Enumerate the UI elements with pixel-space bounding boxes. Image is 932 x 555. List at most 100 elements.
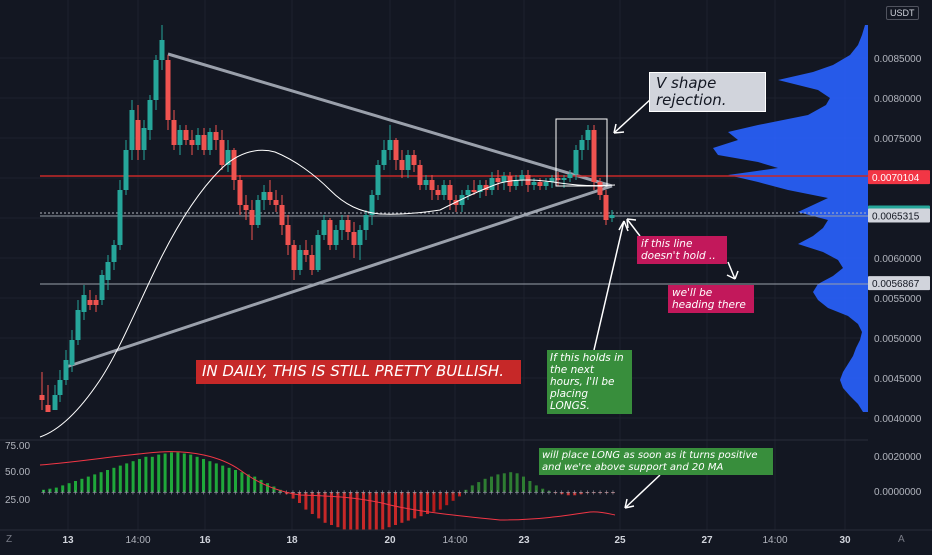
histogram-cross-marker: + xyxy=(303,488,308,497)
candle-body xyxy=(549,178,555,182)
histogram-bar xyxy=(208,461,212,492)
candle-body xyxy=(285,225,291,245)
histogram-bar xyxy=(138,459,141,492)
candle-body xyxy=(483,185,489,190)
candle-body xyxy=(489,178,495,190)
histogram-cross-marker: + xyxy=(259,488,264,497)
histogram-bar xyxy=(227,467,231,492)
histogram-cross-marker: + xyxy=(316,488,321,497)
volume-profile-bar xyxy=(838,260,868,268)
volume-profile-bar xyxy=(758,162,868,168)
volume-profile-bar xyxy=(808,105,868,115)
note-heading-there[interactable]: we'll be heading there xyxy=(668,285,754,314)
note-longs[interactable]: If this holds in the next hours, I'll be… xyxy=(547,350,632,415)
histogram-cross-marker: + xyxy=(188,488,193,497)
histogram-cross-marker: + xyxy=(387,488,392,497)
histogram-bar xyxy=(541,488,545,492)
candle-body xyxy=(93,300,99,305)
histogram-bar xyxy=(566,492,570,496)
histogram-bar xyxy=(509,472,513,492)
time-axis[interactable]: 13 14:00 16 18 20 14:00 23 25 27 14:00 30 xyxy=(62,535,851,546)
histogram-cross-marker: + xyxy=(579,488,584,497)
histogram-bar xyxy=(330,492,333,525)
volume-profile-bar xyxy=(858,35,868,45)
histogram-cross-marker: + xyxy=(540,488,545,497)
note-daily-bullish[interactable]: IN DAILY, THIS IS STILL PRETTY BULLISH. xyxy=(196,360,521,384)
time-tick-label: 23 xyxy=(518,535,530,546)
volume-profile-bar xyxy=(728,125,868,132)
candle-body xyxy=(249,210,255,225)
histogram-bar xyxy=(93,474,97,492)
histogram-cross-marker: + xyxy=(361,488,366,497)
candle-body xyxy=(609,215,615,218)
moving-average-20 xyxy=(39,149,616,438)
histogram-cross-marker: + xyxy=(143,488,148,497)
histogram-bar xyxy=(534,485,538,492)
volume-profile-bar xyxy=(813,292,868,300)
histogram-cross-marker: + xyxy=(239,488,244,497)
histogram-cross-marker: + xyxy=(156,488,161,497)
time-tick-label: 14:00 xyxy=(125,535,150,546)
volume-profile-bar xyxy=(813,198,868,205)
candle-body xyxy=(369,195,375,215)
histogram-cross-marker: + xyxy=(355,488,360,497)
histogram-cross-marker: + xyxy=(431,488,436,497)
rejection-box[interactable] xyxy=(555,118,608,187)
histogram-bar xyxy=(515,473,519,492)
histogram-cross-marker: + xyxy=(278,488,283,497)
candle-body xyxy=(141,128,147,150)
axis-mode-a[interactable]: A xyxy=(898,534,905,545)
price-level-label: 0.0070104 xyxy=(872,173,920,184)
upper-trendline[interactable] xyxy=(167,52,613,188)
histogram-cross-marker: + xyxy=(67,488,72,497)
volume-profile-bar xyxy=(823,252,868,260)
histogram-cross-marker: + xyxy=(99,488,104,497)
histogram-cross-marker: + xyxy=(131,488,136,497)
candle-body xyxy=(111,245,117,262)
candle-body xyxy=(537,182,543,186)
note-line-hold[interactable]: if this line doesn't hold .. xyxy=(637,236,727,265)
histogram-cross-marker: + xyxy=(118,488,123,497)
histogram-cross-marker: + xyxy=(329,488,334,497)
histogram-bar xyxy=(221,465,225,492)
volume-profile-bar xyxy=(713,148,868,155)
time-tick-label: 14:00 xyxy=(762,535,787,546)
candle-body xyxy=(195,135,201,145)
volume-profile-bar xyxy=(828,308,868,316)
volume-profile-bar xyxy=(818,90,868,98)
note-v-shape[interactable]: V shape rejection. xyxy=(649,72,766,112)
volume-profile-bar xyxy=(818,276,868,284)
candle-body xyxy=(81,295,87,312)
histogram-cross-marker: + xyxy=(335,488,340,497)
volume-profile-bar xyxy=(853,348,868,356)
histogram-bar xyxy=(336,492,340,528)
time-tick-label: 27 xyxy=(701,535,713,546)
candle-body xyxy=(117,190,123,245)
candle-body xyxy=(333,230,339,245)
candle-body xyxy=(561,178,567,180)
histogram-bar xyxy=(150,456,154,492)
note-place-long[interactable]: will place LONG as soon as it turns posi… xyxy=(539,448,773,475)
volume-profile-bar xyxy=(826,98,868,105)
candle-body xyxy=(321,220,327,235)
volume-profile-bar xyxy=(858,324,868,332)
histogram-cross-marker: + xyxy=(271,488,276,497)
arrow-vshape-head xyxy=(613,123,625,134)
time-axis-bg xyxy=(0,530,932,550)
volume-profile-bar xyxy=(860,332,868,340)
currency-badge[interactable]: USDT xyxy=(886,6,919,20)
histogram-bar xyxy=(74,481,77,492)
candle-body xyxy=(309,255,315,270)
time-tick-label: 18 xyxy=(286,535,298,546)
candle-body xyxy=(297,250,303,270)
histogram-bar xyxy=(48,488,52,492)
time-tick-label: 25 xyxy=(614,535,626,546)
oscillator-pane: + + + + + + + + + + + + + + + + + + + + + + + + + + + + + + + + + + + + + + + +… xyxy=(41,452,616,534)
candle-body xyxy=(75,310,81,340)
histogram-cross-marker: + xyxy=(598,488,603,497)
histogram-cross-marker: + xyxy=(111,488,116,497)
candle-body xyxy=(345,220,351,232)
axis-mode-z[interactable]: Z xyxy=(6,534,13,545)
